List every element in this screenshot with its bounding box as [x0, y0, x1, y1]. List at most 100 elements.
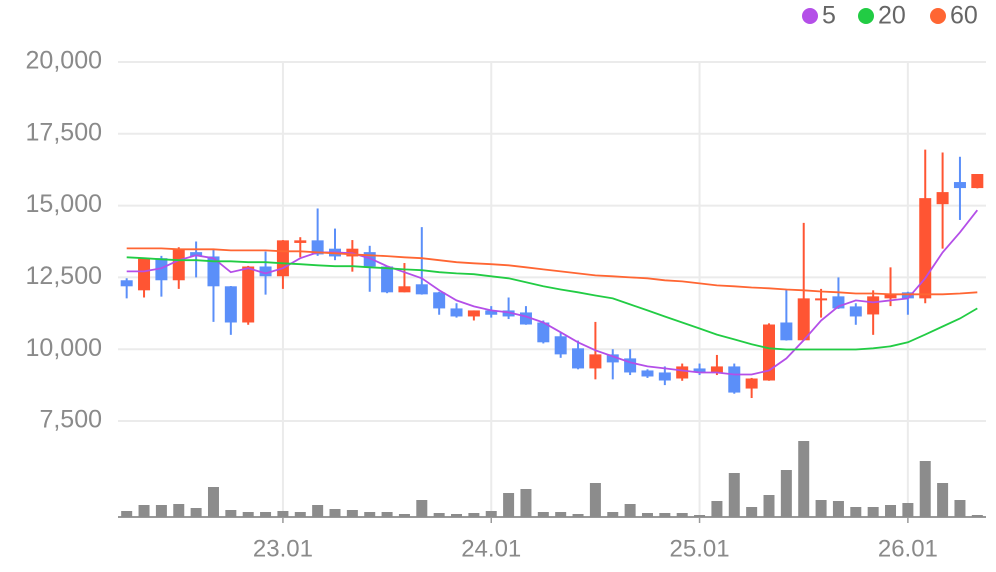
candle-body [276, 240, 289, 277]
volume-bar [451, 514, 463, 517]
candle-body [433, 292, 446, 309]
volume-bar [468, 513, 480, 517]
volume-bar [242, 512, 254, 517]
volume-bar [711, 501, 723, 517]
volume-bar [155, 505, 167, 517]
y-tick-label: 20,000 [26, 47, 102, 75]
volume-bar [294, 512, 306, 517]
volume-bar [225, 510, 237, 517]
x-tick-label: 23.01 [253, 535, 313, 562]
y-tick-label: 10,000 [26, 334, 102, 362]
candle-body [311, 240, 324, 255]
volume-bar [798, 441, 810, 517]
candle-body [554, 336, 567, 355]
candle-body [901, 292, 914, 299]
candle-body [676, 366, 689, 379]
candle-body [745, 378, 758, 389]
candle-body [485, 310, 498, 315]
volume-bar [624, 504, 636, 517]
volume-bar [902, 503, 914, 517]
candle-body [797, 298, 810, 341]
volume-bar [937, 483, 949, 517]
candle-body [867, 296, 880, 315]
volume-bar [676, 513, 688, 517]
volume-bar [832, 501, 844, 517]
y-tick-label: 12,500 [26, 262, 102, 290]
candle-body [815, 298, 828, 301]
candle-body [398, 286, 411, 293]
volume-bar [885, 505, 897, 517]
y-tick-label: 17,500 [26, 118, 102, 146]
volume-bar [260, 512, 272, 517]
ma-line [126, 256, 978, 351]
volume-bar [364, 512, 376, 517]
volume-bar [954, 500, 966, 517]
candle-body [884, 294, 897, 299]
volume-bar [641, 513, 653, 517]
ma-line [126, 247, 978, 296]
volume-bar [121, 511, 133, 517]
legend-label: 5 [822, 2, 836, 30]
volume-bar [919, 461, 931, 517]
volume-bar [728, 473, 740, 517]
candle-body [381, 266, 394, 293]
candle-body [294, 240, 307, 243]
volume-bar [694, 515, 706, 517]
candle-body [415, 284, 428, 295]
candle-body [259, 266, 272, 277]
volume-bar [190, 508, 202, 517]
candle-body [849, 306, 862, 317]
x-tick-label: 24.01 [461, 535, 521, 562]
y-tick-label: 7,500 [39, 406, 102, 434]
candle-body [572, 348, 585, 369]
candle-body [606, 354, 619, 363]
volume-bar [971, 515, 983, 517]
candle-body [971, 174, 984, 189]
volume-bar [433, 513, 445, 517]
ma-line [126, 209, 979, 376]
volume-bar [746, 507, 758, 517]
candle-body [224, 286, 237, 323]
candle-body [780, 322, 793, 341]
candle-body [207, 256, 220, 287]
volume-bar [589, 483, 601, 517]
x-tick-label: 25.01 [670, 535, 730, 562]
candle-body [467, 310, 480, 317]
volume-bar [346, 510, 358, 517]
y-tick-label: 15,000 [26, 190, 102, 218]
volume-bar [607, 512, 619, 517]
volume-bar [850, 507, 862, 517]
legend-dot [802, 8, 818, 24]
candle-body [502, 310, 515, 317]
volume-bar [277, 511, 289, 517]
candle-body [693, 368, 706, 373]
volume-bar [659, 513, 671, 517]
candle-body [450, 308, 463, 317]
legend-label: 20 [878, 2, 906, 30]
volume-bar [520, 489, 532, 517]
volume-bar [485, 511, 497, 517]
candle-body [537, 322, 550, 343]
volume-bar [207, 487, 219, 517]
volume-bar [312, 505, 324, 517]
candle-body [710, 366, 723, 373]
candle-body [242, 266, 255, 323]
volume-bar [329, 509, 341, 517]
volume-bar [867, 507, 879, 517]
candle-body [155, 258, 168, 281]
volume-bar [763, 495, 775, 517]
volume-bar [503, 493, 515, 517]
candle-body [120, 280, 133, 287]
volume-bar [572, 514, 584, 517]
legend-dot [858, 8, 874, 24]
volume-bar [555, 512, 567, 517]
candle-body [728, 366, 741, 393]
legend-dot [930, 8, 946, 24]
candle-body [641, 370, 654, 377]
candle-body [172, 248, 185, 281]
candle-body [953, 182, 966, 189]
candle-body [138, 258, 151, 291]
candle-body [589, 354, 602, 369]
